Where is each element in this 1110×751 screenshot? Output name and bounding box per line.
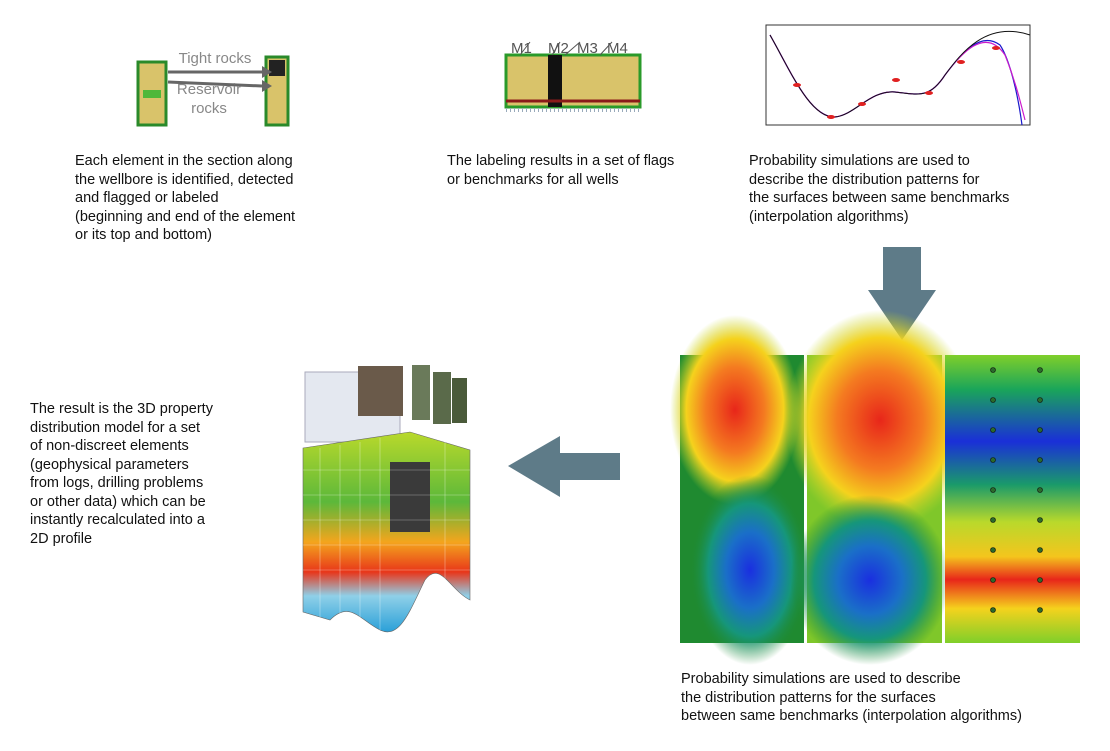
label-tight-rocks: Tight rocks: [178, 50, 252, 67]
caption: Each element in the section along the wel…: [75, 152, 295, 245]
caption-line: (beginning and end of the element: [75, 208, 296, 225]
caption-line: the distribution patterns for the surfac…: [681, 689, 936, 706]
interpolation-plot: [765, 24, 1031, 126]
caption: Probability simulations are used to descr…: [749, 152, 1009, 226]
caption-line: of non-discreet elements: [30, 438, 189, 454]
marker-label: M4: [607, 40, 628, 57]
caption-line: the surfaces between same benchmarks: [749, 190, 1010, 206]
caption-line: between same benchmarks (interpolation a…: [681, 708, 1022, 724]
caption: The labeling results in a set of flags or…: [447, 152, 674, 189]
marker-label: M3: [577, 40, 598, 57]
marker-label: M1: [511, 40, 532, 57]
caption-line: Probability simulations are used to desc…: [681, 671, 961, 687]
contour-maps: [670, 310, 1080, 665]
caption-line: (geophysical parameters: [30, 456, 189, 473]
caption-line: and flagged or labeled: [75, 190, 219, 206]
caption: The result is the 3D property distributio…: [30, 400, 213, 548]
caption-line: instantly recalculated into a: [30, 512, 205, 528]
caption-line: or other data) which can be: [30, 493, 206, 510]
label-reservoir-rocks: Reservoir rocks: [176, 81, 242, 117]
caption-line: Each element in the section along: [75, 153, 293, 169]
caption-line: describe the distribution patterns for: [749, 171, 980, 188]
caption: Probability simulations are used to desc…: [681, 670, 1022, 726]
caption-line: The labeling results in a set of flags: [447, 153, 675, 169]
caption-line: or its top and bottom): [75, 227, 213, 243]
well-logs: [136, 55, 290, 127]
caption-line: The result is the 3D property: [30, 401, 213, 417]
caption-line: (interpolation algorithms): [749, 208, 909, 225]
well-section: [504, 41, 642, 112]
marker-label: M2: [548, 40, 569, 57]
left-arrow: [508, 436, 620, 497]
caption-line: the wellbore is identified, detected: [75, 171, 294, 188]
caption-line: from logs, drilling problems: [30, 475, 204, 491]
caption-line: distribution model for a set: [30, 419, 201, 436]
down-arrow: [868, 247, 936, 340]
caption-line: or benchmarks for all wells: [447, 171, 619, 188]
model-3d: [302, 365, 471, 633]
caption-line: 2D profile: [30, 530, 93, 547]
caption-line: Probability simulations are used to: [749, 153, 970, 169]
